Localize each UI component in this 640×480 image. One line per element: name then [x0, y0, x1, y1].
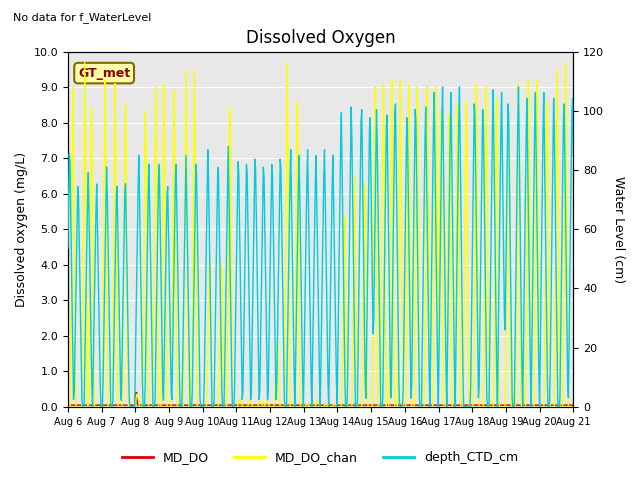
Text: GT_met: GT_met: [78, 67, 131, 80]
Y-axis label: Water Level (cm): Water Level (cm): [612, 176, 625, 283]
Y-axis label: Dissolved oxygen (mg/L): Dissolved oxygen (mg/L): [15, 152, 28, 307]
Text: No data for f_WaterLevel: No data for f_WaterLevel: [13, 12, 151, 23]
Title: Dissolved Oxygen: Dissolved Oxygen: [246, 29, 396, 48]
Legend: MD_DO, MD_DO_chan, depth_CTD_cm: MD_DO, MD_DO_chan, depth_CTD_cm: [116, 446, 524, 469]
